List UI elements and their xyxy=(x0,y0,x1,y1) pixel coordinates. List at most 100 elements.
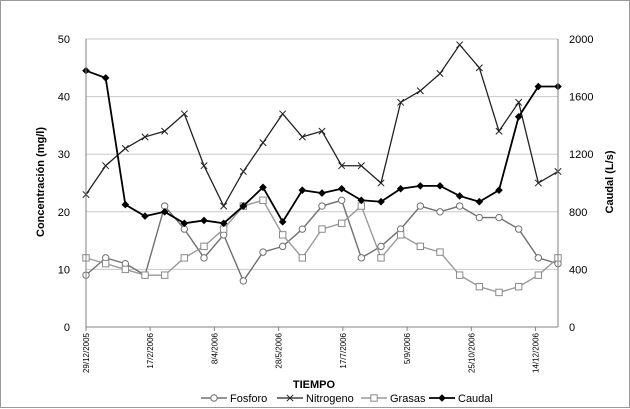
y-left-tick-label: 20 xyxy=(58,207,70,219)
data-point-caudal xyxy=(396,184,405,193)
x-tick-label: 17/7/2006 xyxy=(339,332,348,368)
axes xyxy=(85,39,559,328)
legend-label-fosforo: Fosforo xyxy=(230,393,267,405)
data-point-caudal xyxy=(534,82,543,91)
data-point-grasas xyxy=(455,271,464,279)
data-point-nitrogeno xyxy=(397,98,405,106)
y-axis-right-title: Caudal (L/s) xyxy=(604,150,616,213)
data-point-nitrogeno xyxy=(456,41,464,49)
data-point-grasas xyxy=(160,271,169,279)
data-point-grasas xyxy=(514,282,523,291)
legend: Fosforo Nitrogeno Grasas Caudal xyxy=(201,393,493,405)
data-point-grasas xyxy=(298,254,307,262)
data-point-nitrogeno xyxy=(279,110,287,118)
data-point-caudal xyxy=(259,183,267,192)
data-point-caudal xyxy=(141,212,149,220)
data-point-caudal xyxy=(278,218,287,226)
data-point-caudal xyxy=(514,112,523,121)
data-point-fosforo xyxy=(475,213,484,222)
data-point-fosforo xyxy=(514,225,523,233)
data-point-grasas xyxy=(101,259,110,268)
x-tick-label: 14/12/2006 xyxy=(532,332,541,373)
legend-marker-grasas xyxy=(370,394,378,402)
y-right-tick-label: 2000 xyxy=(569,34,593,46)
data-point-nitrogeno xyxy=(239,167,247,176)
x-tick-label: 5/9/2006 xyxy=(403,332,412,364)
data-point-caudal xyxy=(337,184,346,193)
legend-label-grasas: Grasas xyxy=(390,393,426,405)
data-point-fosforo xyxy=(377,242,385,251)
y-right-tick-label: 1200 xyxy=(569,149,593,161)
legend-item-grasas: Grasas xyxy=(361,393,426,405)
data-point-caudal xyxy=(219,219,228,228)
series-fosforo xyxy=(82,196,562,285)
x-tick-label: 29/12/2005 xyxy=(82,332,91,373)
legend-marker-fosforo xyxy=(210,394,218,402)
y-right-tick-label: 0 xyxy=(569,322,575,334)
series-line-nitrogeno xyxy=(85,43,559,208)
x-tick-label: 28/5/2006 xyxy=(275,332,284,368)
data-point-nitrogeno xyxy=(220,202,228,210)
data-point-nitrogeno xyxy=(495,127,503,135)
series-nitrogeno xyxy=(82,41,562,210)
data-point-fosforo xyxy=(534,254,543,262)
y-right-tick-label: 1600 xyxy=(569,92,593,104)
x-axis-title: TIEMPO xyxy=(293,379,336,391)
data-point-grasas xyxy=(377,254,385,262)
data-point-fosforo xyxy=(259,248,267,256)
data-point-grasas xyxy=(259,196,267,204)
data-point-fosforo xyxy=(455,202,464,210)
data-point-nitrogeno xyxy=(377,179,385,187)
data-point-nitrogeno xyxy=(416,87,424,95)
data-point-grasas xyxy=(475,282,484,291)
data-point-caudal xyxy=(357,196,366,205)
legend-marker-nitrogeno xyxy=(286,394,294,402)
y-left-tick-label: 0 xyxy=(64,322,70,334)
data-point-fosforo xyxy=(436,208,444,216)
series-layer xyxy=(82,41,562,297)
data-point-grasas xyxy=(318,225,326,233)
data-point-caudal xyxy=(298,186,307,194)
data-point-grasas xyxy=(416,242,425,251)
data-point-nitrogeno xyxy=(200,162,208,170)
y-right-tick-label: 800 xyxy=(569,207,587,219)
y-left-tick-label: 50 xyxy=(58,34,70,46)
data-point-grasas xyxy=(534,271,543,279)
data-point-caudal xyxy=(121,200,130,209)
data-point-fosforo xyxy=(278,242,287,251)
data-point-nitrogeno xyxy=(141,133,149,141)
data-point-caudal xyxy=(455,192,464,200)
data-point-fosforo xyxy=(495,213,503,222)
data-point-nitrogeno xyxy=(475,64,483,72)
data-point-caudal xyxy=(436,182,444,190)
data-point-caudal xyxy=(318,189,326,197)
data-point-grasas xyxy=(141,271,149,279)
data-point-nitrogeno xyxy=(180,110,188,118)
y-left-tick-label: 30 xyxy=(58,149,70,161)
legend-label-nitrogeno: Nitrogeno xyxy=(306,393,354,405)
x-tick-label: 25/10/2006 xyxy=(467,332,476,373)
left-axis-ticks: 0 10 20 30 40 50 xyxy=(58,34,70,334)
data-point-fosforo xyxy=(318,202,326,210)
x-tick-label: 8/4/2006 xyxy=(210,332,219,364)
data-point-caudal xyxy=(200,216,208,225)
legend-marker-caudal xyxy=(438,394,446,402)
y-left-tick-label: 40 xyxy=(58,92,70,104)
data-point-nitrogeno xyxy=(298,133,306,141)
legend-label-caudal: Caudal xyxy=(458,393,493,405)
data-point-nitrogeno xyxy=(534,179,542,187)
series-grasas xyxy=(82,196,562,297)
data-point-caudal xyxy=(377,197,385,206)
data-point-fosforo xyxy=(239,277,248,285)
data-point-caudal xyxy=(239,202,248,210)
data-point-nitrogeno xyxy=(436,70,444,78)
legend-item-caudal: Caudal xyxy=(429,393,493,405)
x-tick-label: 17/2/2006 xyxy=(146,332,155,368)
data-point-nitrogeno xyxy=(102,162,110,170)
data-point-nitrogeno xyxy=(357,162,365,170)
legend-item-fosforo: Fosforo xyxy=(201,393,267,405)
data-point-fosforo xyxy=(298,225,307,233)
data-point-caudal xyxy=(101,74,110,82)
right-axis-ticks: 0 400 800 1200 1600 2000 xyxy=(569,34,593,334)
